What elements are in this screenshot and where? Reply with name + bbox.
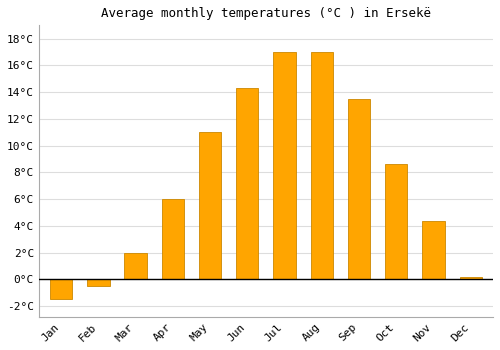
Bar bbox=[236, 88, 258, 279]
Bar bbox=[162, 199, 184, 279]
Bar bbox=[274, 52, 295, 279]
Bar bbox=[124, 253, 147, 279]
Bar bbox=[199, 132, 222, 279]
Bar bbox=[385, 164, 407, 279]
Bar bbox=[87, 279, 110, 286]
Bar bbox=[348, 99, 370, 279]
Bar bbox=[460, 277, 482, 279]
Bar bbox=[50, 279, 72, 299]
Bar bbox=[422, 220, 444, 279]
Title: Average monthly temperatures (°C ) in Ersekë: Average monthly temperatures (°C ) in Er… bbox=[101, 7, 431, 20]
Bar bbox=[310, 52, 333, 279]
